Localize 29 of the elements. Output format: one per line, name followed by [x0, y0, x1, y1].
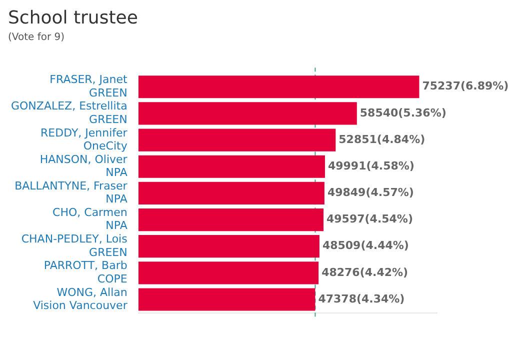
bar: [138, 155, 325, 178]
data-label: 52851(4.84%): [338, 132, 426, 146]
text: (Vote for 9): [8, 32, 65, 44]
bar: [138, 288, 316, 311]
bar: [138, 76, 420, 98]
y-tick-label: FRASER, Janet GREEN: [50, 73, 128, 100]
y-tick-label: GONZALEZ, Estrellita GREEN: [11, 100, 128, 126]
bar: [138, 262, 319, 284]
y-tick-label: BALLANTYNE, Fraser NPA: [14, 179, 128, 206]
y-tick-label: PARROTT, Barb COPE: [44, 259, 128, 286]
bar: [138, 235, 320, 258]
data-label: 58540(5.36%): [360, 106, 446, 120]
y-tick-label: CHAN-PEDLEY, Lois GREEN: [21, 232, 128, 259]
y-tick-label: REDDY, Jennifer OneCity: [40, 126, 128, 153]
bar: [138, 128, 336, 152]
data-label: 75237(6.89%): [422, 80, 509, 93]
data-label: 48276(4.42%): [322, 266, 408, 279]
data-label: 48509(4.44%): [322, 239, 409, 252]
bar: [138, 182, 324, 204]
data-label: 47378(4.34%): [318, 292, 405, 306]
bar: [138, 102, 357, 125]
y-tick-label: HANSON, Oliver NPA: [40, 152, 128, 180]
chart-title: School trustee: [8, 7, 138, 28]
data-label: 49849(4.57%): [327, 186, 414, 200]
y-tick-label: WONG, Allan Vision Vancouver: [33, 286, 128, 312]
y-tick-label: CHO, Carmen NPA: [52, 206, 128, 232]
data-label: 49597(4.54%): [326, 212, 413, 226]
bar: [138, 208, 324, 232]
data-label: 49991(4.58%): [328, 159, 414, 172]
